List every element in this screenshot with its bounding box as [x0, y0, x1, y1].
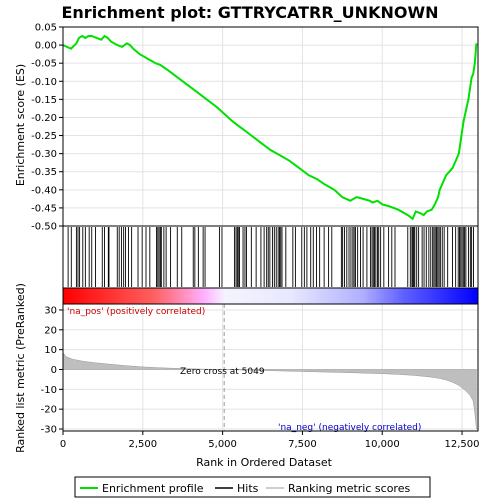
es-y-tick-label: -0.45 [31, 203, 57, 214]
ranking-metric-area [62, 351, 477, 430]
metric-y-tick-label: 30 [44, 305, 57, 316]
es-y-tick-label: -0.25 [31, 131, 57, 142]
legend-entry-metric: Ranking metric scores [288, 482, 410, 495]
es-y-tick-label: -0.30 [31, 149, 57, 160]
es-y-tick-label: -0.50 [31, 222, 57, 233]
metric-y-tick-label: -30 [41, 425, 57, 436]
x-axis-ticks: 0 2,500 5,000 7,500 10,000 12,500 [60, 431, 480, 450]
x-tick-label: 0 [60, 439, 66, 450]
x-tick-label: 12,500 [445, 439, 480, 450]
es-y-ticks: 0.05 0.00 -0.05 -0.10 -0.15 -0.20 -0.25 -0.30 -0… [31, 23, 63, 233]
es-panel-frame [62, 26, 479, 227]
x-tick-label: 2,500 [128, 439, 157, 450]
x-tick-label: 5,000 [208, 439, 237, 450]
es-y-tick-label: -0.35 [31, 167, 57, 178]
es-y-tick-label: -0.40 [31, 185, 57, 196]
metric-y-ticks: 30 20 10 0 -10 -20 -30 [41, 305, 63, 436]
es-y-tick-label: 0.05 [35, 23, 57, 34]
rank-gradient [63, 288, 478, 304]
metric-y-tick-label: 10 [44, 345, 57, 356]
negative-correlation-label: 'na_neg' (negatively correlated) [278, 423, 421, 433]
metric-y-tick-label: -20 [41, 405, 57, 416]
es-y-tick-label: 0.00 [35, 41, 57, 52]
metric-y-axis-label: Ranked list metric (PreRanked) [14, 283, 27, 453]
es-gridlines [63, 26, 478, 227]
x-tick-label: 7,500 [288, 439, 317, 450]
chart-title: Enrichment plot: GTTRYCATRR_UNKNOWN [61, 3, 438, 22]
metric-panel-frame [62, 303, 479, 432]
metric-y-tick-label: -10 [41, 385, 57, 396]
legend-box [74, 476, 431, 498]
es-y-axis-label: Enrichment score (ES) [14, 64, 27, 186]
enrichment-profile-line [62, 34, 478, 221]
legend-entry-hits: Hits [237, 482, 259, 495]
metric-y-tick-label: 0 [51, 365, 57, 376]
x-tick-label: 10,000 [365, 439, 400, 450]
es-y-tick-label: -0.10 [31, 77, 57, 88]
legend: Enrichment profile Hits Ranking metric s… [74, 476, 431, 498]
es-y-tick-label: -0.15 [31, 95, 57, 106]
hit-markers [67, 227, 474, 287]
x-axis-label: Rank in Ordered Dataset [196, 456, 333, 469]
metric-y-tick-label: 20 [44, 325, 57, 336]
legend-entry-profile: Enrichment profile [102, 482, 204, 495]
positive-correlation-label: 'na_pos' (positively correlated) [67, 307, 205, 317]
rank-color-bar [62, 287, 479, 305]
metric-panel: 30 20 10 0 -10 -20 -30 Zero cross at 5049 'na_… [14, 283, 479, 453]
zero-cross-label: Zero cross at 5049 [180, 367, 265, 377]
hits-panel [62, 225, 479, 289]
es-panel: 0.05 0.00 -0.05 -0.10 -0.15 -0.20 -0.25 -0.30 -0… [14, 23, 479, 233]
es-y-tick-label: -0.05 [31, 59, 57, 70]
es-y-tick-label: -0.20 [31, 113, 57, 124]
